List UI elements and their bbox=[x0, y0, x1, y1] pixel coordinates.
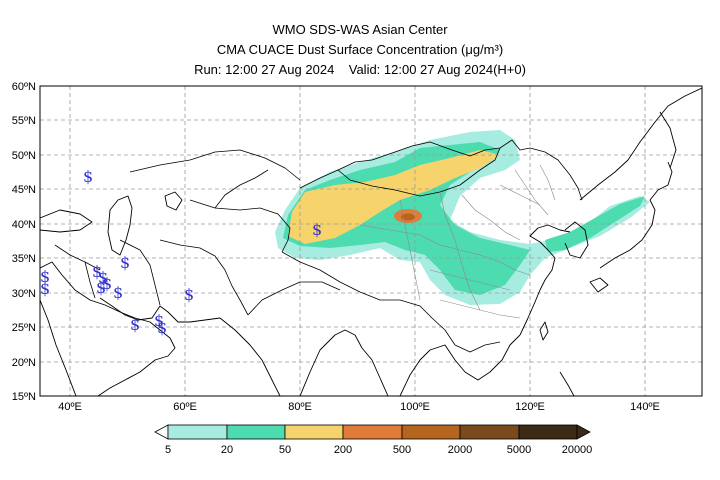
latitude-labels: 15ºN 20ºN 25ºN 30ºN 35ºN 40ºN 45ºN 50ºN … bbox=[12, 81, 36, 403]
dust-symbol: $ bbox=[130, 315, 140, 334]
lon-label: 80ºE bbox=[288, 401, 312, 413]
dust-region-50-200 bbox=[288, 150, 500, 244]
map-title: WMO SDS-WAS Asian Center bbox=[272, 22, 448, 37]
dust-symbol: $ bbox=[154, 311, 164, 330]
coastlines-borders bbox=[40, 87, 702, 396]
map-frame bbox=[39, 85, 703, 397]
colorbar-label: 500 bbox=[393, 444, 411, 456]
colorbar-label: 5 bbox=[165, 444, 171, 456]
run-valid-time: Run: 12:00 27 Aug 2024 Valid: 12:00 27 A… bbox=[194, 62, 526, 77]
dust-symbol: $ bbox=[40, 267, 50, 286]
colorbar-segment bbox=[459, 424, 520, 440]
colorbar-segment bbox=[226, 424, 286, 440]
lon-label: 120ºE bbox=[515, 401, 545, 413]
dust-symbol: $ bbox=[113, 283, 123, 302]
lat-label: 35ºN bbox=[12, 253, 36, 265]
lat-label: 20ºN bbox=[12, 357, 36, 369]
colorbar-label: 2000 bbox=[448, 444, 472, 456]
colorbar-label: 50 bbox=[279, 444, 291, 456]
lat-label: 40ºN bbox=[12, 219, 36, 231]
lon-label: 60ºE bbox=[173, 401, 197, 413]
longitude-labels: 40ºE 60ºE 80ºE 100ºE 120ºE 140ºE bbox=[58, 401, 660, 413]
country-boundaries bbox=[54, 139, 583, 353]
dust-symbol: $ bbox=[96, 278, 106, 297]
colorbar-low-arrow bbox=[154, 424, 169, 440]
lat-label: 30ºN bbox=[12, 288, 36, 300]
lon-label: 40ºE bbox=[58, 401, 82, 413]
lat-label: 45ºN bbox=[12, 184, 36, 196]
dust-symbol: $ bbox=[83, 167, 93, 186]
province-boundaries bbox=[359, 164, 556, 319]
lat-label: 60ºN bbox=[12, 81, 36, 93]
dust-symbol: $ bbox=[40, 279, 50, 298]
lat-label: 50ºN bbox=[12, 150, 36, 162]
dust-symbol: $ bbox=[120, 253, 130, 272]
dust-symbol: $ bbox=[98, 268, 108, 287]
colorbar-segment bbox=[167, 424, 228, 440]
colorbar-label: 5000 bbox=[507, 444, 531, 456]
colorbar-segment bbox=[401, 424, 461, 440]
map-subtitle: CMA CUACE Dust Surface Concentration (μg… bbox=[216, 42, 504, 57]
dust-symbol: $ bbox=[92, 262, 102, 281]
colorbar-segment bbox=[518, 424, 578, 440]
dust-symbol: $ bbox=[102, 274, 112, 293]
colorbar-high-arrow bbox=[576, 424, 591, 440]
dust-observation-symbols: $ $ $ $ $ $ $ $ $ $ $ $ $ $ bbox=[40, 167, 322, 337]
dust-region-500-2000 bbox=[401, 213, 415, 221]
lon-label: 140ºE bbox=[630, 401, 660, 413]
lat-label: 25ºN bbox=[12, 322, 36, 334]
graticule bbox=[40, 86, 702, 396]
dust-symbol: $ bbox=[184, 285, 194, 304]
dust-symbol: $ bbox=[312, 220, 322, 239]
lat-label: 55ºN bbox=[12, 115, 36, 127]
colorbar-segment bbox=[342, 424, 403, 440]
lat-label: 15ºN bbox=[12, 391, 36, 403]
colorbar-label: 20000 bbox=[562, 444, 593, 456]
colorbar-label: 20 bbox=[221, 444, 233, 456]
dust-symbol: $ bbox=[157, 318, 167, 337]
lon-label: 100ºE bbox=[400, 401, 430, 413]
colorbar: 5 20 50 200 500 2000 5000 20000 bbox=[154, 424, 593, 456]
colorbar-segment bbox=[284, 424, 344, 440]
colorbar-label: 200 bbox=[334, 444, 352, 456]
